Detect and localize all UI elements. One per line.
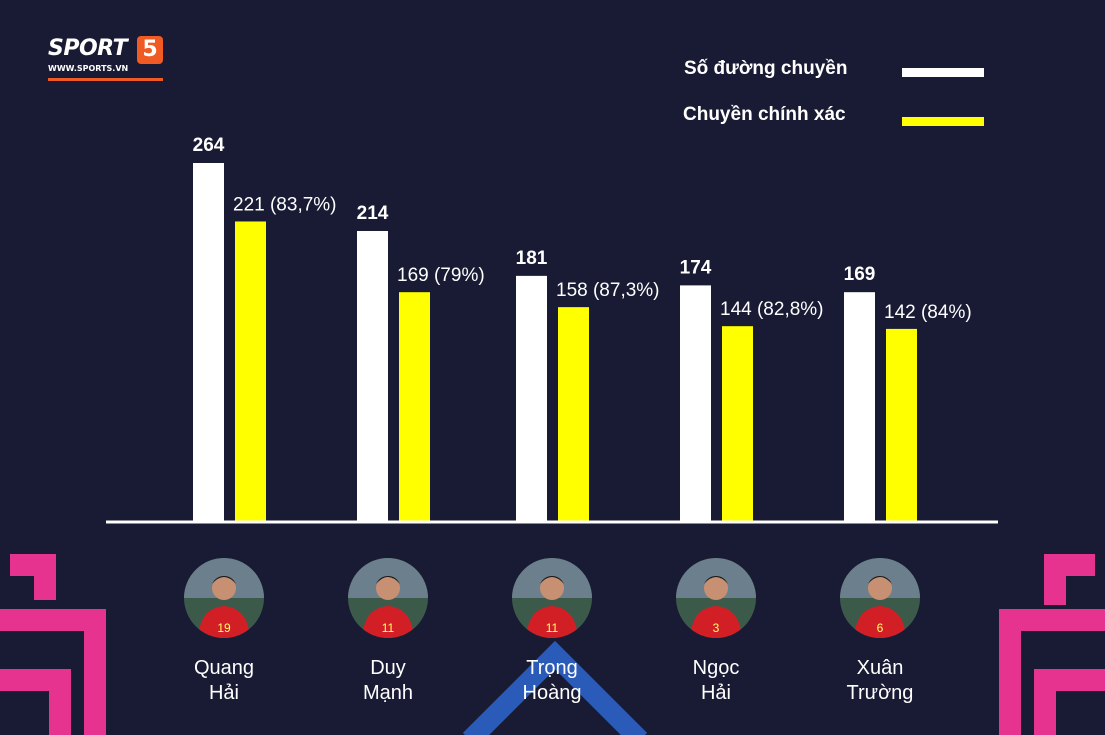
sport5-logo: SPORT 5 WWW.SPORTS.VN [48, 34, 168, 86]
svg-text:6: 6 [877, 621, 884, 635]
legend-swatch-accurate [902, 117, 984, 126]
player-1: 11 Duy Mạnh [318, 558, 458, 706]
legend-label-accurate: Chuyền chính xác [683, 104, 846, 125]
player-name-line1: Xuân [856, 657, 904, 679]
legend-swatch-total [902, 68, 984, 77]
player-4: 6 Xuân Trường [810, 558, 950, 706]
bar-accurate-4 [886, 328, 917, 522]
legend-label-total: Số đường chuyền [684, 58, 848, 79]
logo-underline [48, 78, 163, 81]
player-2: 11 Trọng Hoàng [482, 558, 622, 706]
player-0: 19 Quang Hải [154, 558, 294, 706]
bar-accurate-0 [235, 221, 266, 522]
label-accurate-1: 169 (79%) [397, 265, 485, 286]
svg-text:3: 3 [713, 621, 720, 635]
player-name: Duy Mạnh [318, 656, 458, 706]
player-avatar: 11 [348, 558, 428, 638]
label-accurate-4: 142 (84%) [884, 302, 972, 323]
player-name-line2: Hải [208, 682, 239, 704]
bar-total-3 [680, 285, 711, 522]
player-name-line1: Ngọc [692, 657, 740, 679]
bar-total-1 [357, 230, 388, 522]
player-name: Quang Hải [154, 656, 294, 706]
logo-badge: 5 [137, 36, 163, 64]
svg-text:19: 19 [217, 621, 231, 635]
blue-chevron-center [462, 640, 648, 735]
label-accurate-2: 158 (87,3%) [556, 280, 660, 301]
player-avatar: 6 [840, 558, 920, 638]
pink-chevrons-left [0, 554, 106, 735]
bar-total-4 [844, 292, 875, 522]
logo-url: WWW.SPORTS.VN [48, 64, 129, 73]
bar-total-0 [193, 163, 224, 522]
bar-total-2 [516, 275, 547, 522]
label-total-2: 181 [516, 248, 548, 269]
bar-accurate-3 [722, 326, 753, 522]
bar-accurate-1 [399, 292, 430, 522]
svg-text:11: 11 [382, 621, 395, 635]
player-name-line1: Duy [370, 657, 406, 679]
label-total-0: 264 [193, 135, 225, 156]
svg-text:11: 11 [546, 621, 559, 635]
label-accurate-0: 221 (83,7%) [233, 194, 337, 215]
logo-wordmark: SPORT [48, 36, 128, 61]
player-name-line2: Mạnh [362, 682, 414, 704]
bar-accurate-2 [558, 307, 589, 522]
player-name-line2: Hoàng [522, 682, 582, 704]
player-name: Xuân Trường [810, 656, 950, 706]
player-name: Trọng Hoàng [482, 656, 622, 706]
label-total-1: 214 [357, 203, 389, 224]
label-total-3: 174 [680, 257, 712, 278]
label-total-4: 169 [844, 264, 876, 285]
pink-chevrons-right [999, 554, 1105, 735]
player-avatar: 19 [184, 558, 264, 638]
player-name-line1: Trọng [526, 657, 578, 679]
player-name-line2: Trường [846, 682, 914, 704]
player-avatar: 3 [676, 558, 756, 638]
label-accurate-3: 144 (82,8%) [720, 299, 824, 320]
player-avatar: 11 [512, 558, 592, 638]
player-name-line1: Quang [193, 657, 255, 679]
chart-bars: 264 221 (83,7%) 214 169 (79%) 181 158 (87,3%)… [193, 135, 972, 522]
player-3: 3 Ngọc Hải [646, 558, 786, 706]
player-name: Ngọc Hải [646, 656, 786, 706]
player-name-line2: Hải [700, 682, 731, 704]
